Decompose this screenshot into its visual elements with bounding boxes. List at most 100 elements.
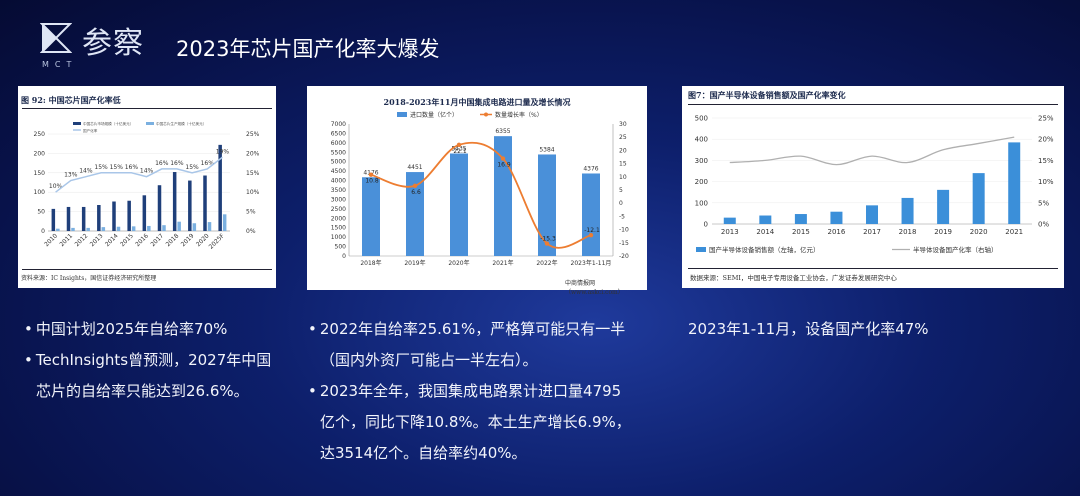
logo-subtext: MCT	[42, 60, 78, 69]
bar-production-size	[207, 222, 212, 231]
bar-market-size	[127, 200, 131, 231]
data-label: 19%	[216, 148, 230, 155]
text-column-3: 2023年1-11月，设备国产化率47%	[688, 314, 1008, 345]
y-left-tick-label: 200	[695, 178, 708, 186]
bar-value-label: 5435	[451, 146, 466, 153]
legend-label: 中国芯片生产规模（十亿美元）	[156, 121, 206, 126]
x-tick-label: 2014	[104, 232, 120, 248]
bar-equipment-sales	[937, 189, 950, 224]
y-right-tick-label: 5%	[246, 209, 256, 216]
legend-marker	[484, 112, 488, 117]
y-right-tick-label: 10%	[1038, 178, 1054, 186]
x-tick-label: 2015	[119, 232, 135, 248]
y-right-tick-label: 15%	[1038, 157, 1054, 165]
x-tick-label: 2020年	[448, 259, 469, 267]
x-tick-label: 2018年	[360, 259, 381, 267]
x-tick-label: 2010	[43, 232, 59, 248]
y-left-tick-label: 6000	[331, 140, 346, 147]
y-left-tick-label: 2500	[331, 206, 346, 213]
y-right-tick-label: -5	[619, 213, 625, 220]
y-left-tick-label: 400	[695, 136, 708, 144]
y-left-tick-label: 2000	[331, 215, 346, 222]
y-left-tick-label: 7000	[331, 121, 346, 128]
y-left-tick-label: 300	[695, 157, 708, 165]
y-left-tick-label: 3000	[331, 196, 346, 203]
bar-value-label: 6355	[495, 128, 510, 135]
logo-mark-icon	[40, 23, 72, 53]
x-tick-label: 2016	[828, 228, 846, 236]
growth-rate-point	[412, 183, 418, 188]
line-value-label: 10.8	[365, 178, 379, 185]
y-right-tick-label: 20	[619, 147, 627, 154]
bar-market-size	[81, 206, 86, 231]
bar-production-size	[131, 226, 136, 231]
x-tick-label: 2012	[74, 232, 90, 248]
localization-rate-line	[55, 156, 223, 193]
localization-rate-line	[729, 136, 1015, 166]
bar-import-volume	[538, 154, 556, 256]
x-tick-label: 2015	[792, 228, 810, 236]
chart1-svg: 0 50 100 150 200 250 0% 5% 10% 15% 20% 25% 中国芯片市场规模（…	[34, 121, 260, 251]
y-right-tick-label: 0%	[1038, 221, 1049, 229]
y-left-tick-label: 100	[695, 199, 708, 207]
x-tick-label: 2018	[165, 232, 181, 248]
y-right-tick-label: 30	[619, 121, 627, 128]
bar-market-size	[142, 195, 147, 231]
chart-panel-equipment-sales: 图7：国产半导体设备销售额及国产化率变化 0 100 200 300 400 500 0% 5…	[682, 86, 1064, 288]
growth-rate-point	[588, 232, 594, 238]
y-left-tick-label: 0	[342, 253, 346, 260]
legend-label: 数量增长率（%）	[495, 111, 543, 119]
bullet-2-line-1: TechInsights曾预测，2027年中国	[24, 345, 294, 376]
x-tick-label: 2025F	[208, 232, 227, 251]
y-right-tick-label: 25	[619, 134, 627, 141]
bar-import-volume	[362, 177, 380, 256]
chart3-svg: 0 100 200 300 400 500 0% 5% 10% 15% 20% 25% 2013 2014…	[695, 115, 1054, 255]
bullet-2-line-2: 芯片的自给率只能达到26.6%。	[36, 382, 249, 400]
bar-production-size	[116, 226, 121, 231]
data-label: 15%	[185, 164, 199, 171]
text-column-2: 2022年自给率25.61%，严格算可能只有一半 （国内外资厂可能占一半左右）。…	[308, 314, 653, 469]
bar-market-size	[218, 144, 222, 231]
x-tick-label: 2017	[149, 232, 165, 248]
chart-panel-localization-rate: 图 92: 中国芯片国产化率低 0 50 100 150 200 250 0% 5% 10% 15…	[18, 86, 276, 288]
bar-equipment-sales	[972, 173, 985, 224]
y-right-tick-label: 20%	[246, 150, 260, 157]
x-tick-label: 2019	[934, 228, 952, 236]
bullet-4-line-2: 亿个，同比下降10.8%。本土生产增长6.9%，	[320, 413, 631, 431]
y-right-tick-label: -15	[619, 240, 629, 247]
x-tick-label: 2018	[899, 228, 917, 236]
bar-equipment-sales	[866, 205, 878, 224]
x-tick-label: 2022年	[536, 259, 557, 267]
x-tick-label: 2014	[756, 228, 774, 236]
data-label: 15%	[110, 164, 124, 171]
bar-equipment-sales	[759, 215, 772, 224]
growth-rate-point	[368, 172, 374, 177]
line-value-label: 22.1	[453, 148, 467, 155]
bar-market-size	[97, 205, 101, 231]
line-value-label: -15.3	[540, 236, 556, 243]
bar-production-size	[162, 225, 166, 231]
data-label: 15%	[94, 164, 108, 171]
legend-swatch	[146, 122, 154, 125]
bar-production-size	[56, 228, 60, 231]
y-left-tick-label: 200	[34, 150, 46, 157]
chart-panel-ic-imports: 2018-2023年11月中国集成电路进口量及增长情况 0 500 1000 1500…	[307, 86, 647, 296]
x-tick-label: 2013	[721, 228, 739, 236]
line-value-label: -12.1	[584, 227, 600, 234]
legend-label: 国产化率	[83, 128, 98, 133]
y-right-tick-label: -20	[619, 253, 629, 260]
legend-swatch	[696, 247, 706, 252]
company-logo: 参察 MCT	[40, 20, 150, 72]
bar-market-size	[66, 206, 71, 231]
bar-market-size	[203, 175, 207, 231]
y-right-tick-label: 10%	[246, 189, 260, 196]
y-left-tick-label: 3500	[331, 187, 346, 194]
y-left-tick-label: 6500	[331, 130, 346, 137]
bar-production-size	[147, 225, 151, 231]
bar-import-volume	[494, 136, 512, 256]
x-tick-label: 2021年	[492, 259, 513, 267]
chart2-title: 2018-2023年11月中国集成电路进口量及增长情况	[383, 97, 571, 107]
bar-market-size	[157, 185, 162, 231]
bar-equipment-sales	[830, 211, 843, 224]
bullet-4-line-1: 2023年全年，我国集成电路累计进口量4795	[308, 376, 653, 407]
